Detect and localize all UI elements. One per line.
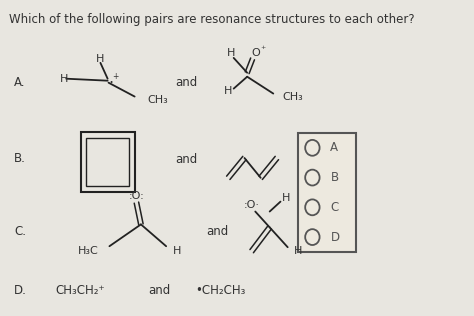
Text: O: O <box>251 48 260 58</box>
Text: D: D <box>330 231 339 244</box>
Text: and: and <box>206 225 228 238</box>
Text: CH₃: CH₃ <box>283 92 303 101</box>
Text: C: C <box>330 201 338 214</box>
Bar <box>298 133 356 252</box>
Text: H: H <box>282 193 290 203</box>
Text: and: and <box>175 154 197 167</box>
Text: H₃C: H₃C <box>78 246 99 256</box>
Text: H: H <box>60 74 68 84</box>
Text: B.: B. <box>14 151 26 165</box>
Text: CH₃CH₂⁺: CH₃CH₂⁺ <box>55 284 105 297</box>
Text: B: B <box>330 171 338 184</box>
Bar <box>81 132 135 192</box>
Text: CH₃: CH₃ <box>147 94 168 105</box>
Text: H: H <box>227 48 235 58</box>
Text: and: and <box>175 76 197 89</box>
Text: Which of the following pairs are resonance structures to each other?: Which of the following pairs are resonan… <box>9 13 414 26</box>
Text: H: H <box>224 86 232 96</box>
Text: ·: · <box>109 76 114 91</box>
Bar <box>86 138 129 186</box>
Text: H: H <box>294 246 302 256</box>
Text: +: + <box>260 46 265 51</box>
Text: and: and <box>148 284 170 297</box>
Text: D.: D. <box>14 284 27 297</box>
Text: :O·: :O· <box>244 200 260 210</box>
Text: :O:: :O: <box>128 191 144 201</box>
Text: •CH₂CH₃: •CH₂CH₃ <box>195 284 246 297</box>
Text: +: + <box>112 72 119 81</box>
Text: C.: C. <box>14 225 26 238</box>
Text: H: H <box>96 54 105 64</box>
Text: H: H <box>173 246 181 256</box>
Text: A.: A. <box>14 76 26 89</box>
Text: A: A <box>330 141 338 154</box>
